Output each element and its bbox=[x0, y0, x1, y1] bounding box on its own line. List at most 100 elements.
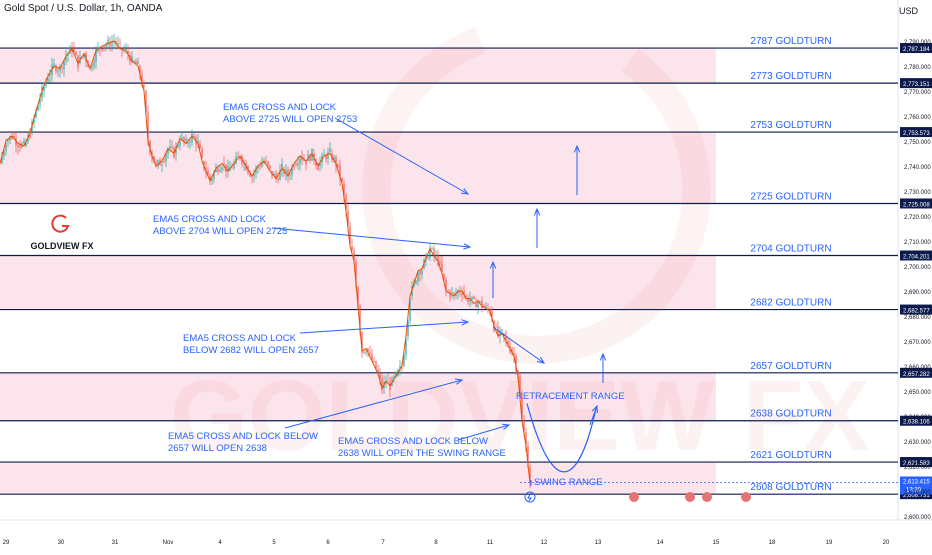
candle-body bbox=[231, 167, 233, 169]
candle-body bbox=[351, 246, 353, 251]
candle-body bbox=[211, 178, 213, 181]
candle-body bbox=[455, 293, 457, 296]
projection-arrow-up-head bbox=[573, 144, 581, 153]
candle-body bbox=[229, 167, 231, 171]
goldturn-level-label: 2725 GOLDTURN bbox=[750, 191, 831, 202]
candle-body bbox=[39, 98, 41, 105]
candle-body bbox=[111, 41, 113, 47]
projection-arrow-down bbox=[492, 326, 545, 364]
us-flag-icon[interactable] bbox=[629, 492, 639, 502]
annotation-ema-2657: BELOW 2682 WILL OPEN 2657 bbox=[183, 345, 319, 356]
candle-body bbox=[281, 163, 283, 170]
candle-body bbox=[127, 51, 129, 55]
candle-body bbox=[117, 43, 119, 45]
candle-body bbox=[43, 86, 45, 91]
price-tick-label: 2,610.000 bbox=[904, 490, 931, 496]
annotation-ema-swing: 2638 WILL OPEN THE SWING RANGE bbox=[338, 448, 506, 459]
candle-body bbox=[235, 156, 237, 164]
candle-body bbox=[381, 378, 383, 390]
time-axis-label: 4 bbox=[218, 540, 222, 546]
price-tick-label: 2,680.000 bbox=[904, 315, 931, 321]
price-level-tag bbox=[900, 250, 932, 261]
us-flag-icon[interactable] bbox=[702, 492, 712, 502]
candle-body bbox=[341, 178, 343, 181]
projection-arrow-up-head bbox=[599, 352, 607, 361]
candle-body bbox=[459, 291, 461, 294]
candle-body bbox=[257, 166, 259, 168]
time-axis[interactable]: 29 30 31 Nov 4 5 6 7 8 11 12 13 14 15 18 19 20 bbox=[3, 540, 890, 546]
candle-body bbox=[497, 326, 499, 337]
candle-body bbox=[337, 163, 339, 166]
candle-body bbox=[375, 361, 377, 370]
annotation-swing-range: SWING RANGE bbox=[534, 477, 603, 488]
annotation-retracement-range: RETRACEMENT RANGE bbox=[516, 391, 625, 402]
lightning-glyph bbox=[527, 492, 532, 502]
candle-body bbox=[369, 352, 371, 354]
goldturn-level-label: 2753 GOLDTURN bbox=[750, 120, 831, 131]
candle-body bbox=[529, 467, 531, 482]
us-flag-icon[interactable] bbox=[741, 492, 751, 502]
price-tick-label: 2,620.000 bbox=[904, 465, 931, 471]
time-axis-label: 13 bbox=[595, 540, 602, 546]
annotation-ema-2725: ABOVE 2704 WILL OPEN 2725 bbox=[153, 226, 287, 237]
candle-body bbox=[113, 41, 115, 43]
candle-body bbox=[3, 151, 5, 157]
lightning-event-icon[interactable] bbox=[524, 491, 536, 503]
candle-body bbox=[265, 161, 267, 162]
us-flag-icon[interactable] bbox=[685, 492, 695, 502]
candle-body bbox=[119, 43, 121, 44]
candle-body bbox=[65, 56, 67, 61]
annotation-ema-swing: EMA5 CROSS AND LOCK BELOW bbox=[338, 436, 488, 447]
candle-body bbox=[193, 136, 195, 138]
candle-body bbox=[315, 160, 317, 166]
time-axis-label: 30 bbox=[58, 540, 65, 546]
time-axis-label: 20 bbox=[883, 540, 890, 546]
candle-body bbox=[253, 173, 255, 176]
candle-body bbox=[131, 56, 133, 63]
candle-body bbox=[499, 329, 501, 336]
price-level-tag-label: 2,621.583 bbox=[903, 461, 930, 467]
currency-label[interactable]: USD bbox=[898, 6, 918, 16]
goldturn-level-label: 2608 GOLDTURN bbox=[750, 482, 831, 493]
candle-body bbox=[145, 91, 147, 113]
symbol-title[interactable]: Gold Spot / U.S. Dollar, 1h, OANDA bbox=[4, 3, 163, 14]
candle-body bbox=[109, 43, 111, 47]
candle-body bbox=[481, 300, 483, 309]
price-axis[interactable]: 2,600.000 2,610.000 2,620.000 2,630.000 2,64… bbox=[904, 40, 931, 521]
price-tick-label: 2,780.000 bbox=[904, 65, 931, 71]
candle-body bbox=[201, 148, 203, 158]
goldturn-level-label: 2621 GOLDTURN bbox=[750, 450, 831, 461]
candle-body bbox=[339, 165, 341, 179]
candle-body bbox=[501, 329, 503, 331]
candle-body bbox=[387, 381, 389, 382]
candle-body bbox=[133, 60, 135, 62]
candle-body bbox=[177, 145, 179, 147]
candle-body bbox=[115, 41, 117, 45]
candle-body bbox=[433, 248, 435, 256]
price-level-tag-label: 2,682.577 bbox=[903, 309, 930, 315]
candle-body bbox=[63, 60, 65, 70]
candle-body bbox=[405, 339, 407, 356]
candle-body bbox=[295, 163, 297, 166]
candle-body bbox=[25, 141, 27, 146]
goldturn-level-label: 2638 GOLDTURN bbox=[750, 409, 831, 420]
candle-body bbox=[13, 136, 15, 138]
annotation-ema-2638: 2657 WILL OPEN 2638 bbox=[168, 443, 267, 454]
arrow-to-2638 bbox=[457, 424, 510, 441]
price-tick-label: 2,640.000 bbox=[904, 415, 931, 421]
candle-body bbox=[213, 171, 215, 179]
candle-body bbox=[479, 300, 481, 302]
candle-body bbox=[239, 156, 241, 159]
goldview-logo-icon bbox=[51, 214, 70, 233]
candle-body bbox=[143, 85, 145, 87]
candle-body bbox=[187, 142, 189, 144]
candle-body bbox=[507, 341, 509, 347]
goldview-logo-text: GOLDVIEW FX bbox=[31, 241, 94, 251]
price-tick-label: 2,790.000 bbox=[904, 40, 931, 46]
price-tick-label: 2,730.000 bbox=[904, 190, 931, 196]
candle-body bbox=[505, 335, 507, 340]
time-axis-label: 7 bbox=[381, 540, 385, 546]
candle-body bbox=[237, 156, 239, 158]
